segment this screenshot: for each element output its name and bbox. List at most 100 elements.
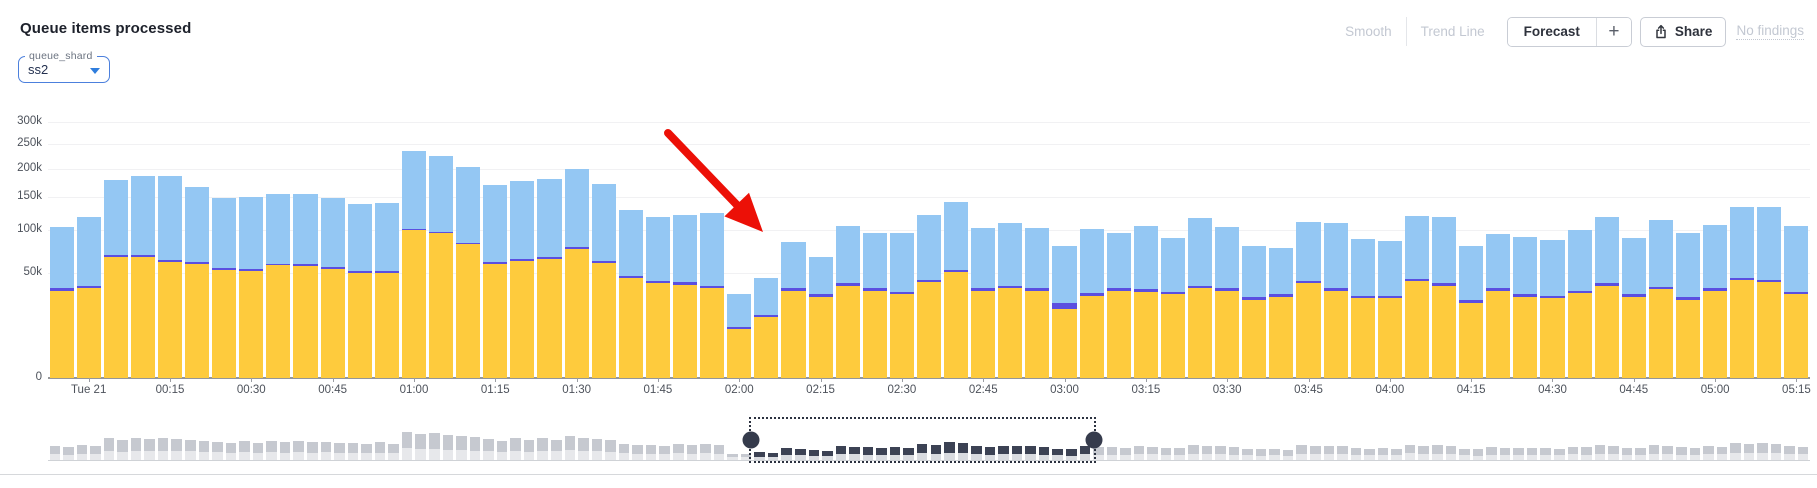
bar[interactable] (374, 203, 399, 378)
bar[interactable] (1215, 227, 1240, 378)
yellow-segment (1215, 290, 1240, 378)
bar[interactable] (1323, 222, 1348, 378)
bar[interactable] (808, 257, 833, 378)
bar[interactable] (591, 183, 616, 378)
bar[interactable] (645, 216, 670, 378)
yellow-segment (1594, 285, 1619, 378)
bar[interactable] (1242, 245, 1267, 378)
scrubber-bar (1011, 446, 1023, 460)
bar[interactable] (185, 187, 210, 378)
bar[interactable] (971, 228, 996, 378)
bar[interactable] (1784, 225, 1809, 378)
purple-segment (1079, 293, 1104, 296)
scrubber-bar (1621, 447, 1633, 460)
bar[interactable] (1350, 239, 1375, 378)
bar[interactable] (889, 233, 914, 378)
x-axis-tick-label: 05:15 (1782, 384, 1811, 396)
bar[interactable] (1377, 240, 1402, 378)
bar[interactable] (1160, 237, 1185, 378)
x-axis-tick-label: 04:45 (1619, 384, 1649, 396)
bar[interactable] (618, 210, 643, 378)
trend-line-button[interactable]: Trend Line (1407, 17, 1499, 46)
bar[interactable] (157, 175, 183, 378)
bar[interactable] (1730, 206, 1755, 378)
bar[interactable] (320, 198, 345, 378)
bar[interactable] (49, 227, 74, 378)
bar[interactable] (239, 196, 264, 378)
bar[interactable] (510, 180, 535, 378)
scrubber-selection[interactable] (742, 417, 1103, 463)
selection-right-handle[interactable] (1085, 431, 1103, 449)
bar[interactable] (727, 294, 752, 378)
purple-segment (564, 247, 589, 250)
scrubber-bar (76, 444, 88, 460)
blue-segment (1215, 227, 1240, 289)
bar[interactable] (1703, 225, 1728, 378)
bar[interactable] (1296, 222, 1321, 378)
yellow-segment (1242, 299, 1267, 378)
bar[interactable] (1594, 216, 1619, 378)
bar[interactable] (1431, 216, 1457, 378)
scrubber-bar (239, 441, 250, 460)
add-overlay-button[interactable]: + (1596, 17, 1631, 46)
queue-shard-dropdown[interactable]: queue_shard ss2 (18, 50, 110, 83)
blue-segment (537, 179, 562, 258)
bar[interactable] (1025, 228, 1050, 378)
bar[interactable] (1079, 228, 1104, 378)
x-axis-tick-label: 03:15 (1131, 384, 1161, 396)
bar[interactable] (1757, 206, 1782, 378)
bar[interactable] (1540, 240, 1565, 378)
bar[interactable] (835, 225, 860, 378)
no-findings-status[interactable]: No findings (1736, 23, 1804, 40)
bar[interactable] (781, 241, 806, 378)
scrubber-bar (1391, 448, 1402, 460)
bar[interactable] (998, 222, 1023, 378)
yellow-segment (49, 290, 74, 378)
bar[interactable] (293, 194, 318, 378)
bar[interactable] (76, 216, 101, 378)
bar[interactable] (564, 168, 589, 378)
bar[interactable] (1567, 230, 1592, 378)
bar[interactable] (483, 184, 508, 378)
bar[interactable] (862, 233, 887, 378)
selection-left-handle[interactable] (742, 431, 760, 449)
bar[interactable] (401, 150, 426, 378)
bar[interactable] (1675, 233, 1701, 378)
bar[interactable] (1459, 245, 1484, 378)
bar[interactable] (1269, 248, 1294, 378)
share-button[interactable]: Share (1639, 16, 1727, 47)
bar[interactable] (1133, 225, 1158, 378)
bar[interactable] (916, 214, 942, 378)
bar[interactable] (700, 212, 725, 378)
bar[interactable] (1188, 218, 1213, 378)
bar[interactable] (429, 155, 454, 378)
scrubber-bar (1120, 447, 1131, 460)
bar[interactable] (456, 166, 481, 378)
bar[interactable] (672, 214, 698, 378)
blue-segment (754, 277, 779, 316)
bar[interactable] (266, 194, 291, 378)
scrubber-bar (130, 437, 142, 460)
timeline-scrubber[interactable] (48, 417, 1810, 463)
bar[interactable] (944, 201, 969, 378)
smooth-button[interactable]: Smooth (1331, 17, 1406, 46)
bar[interactable] (1648, 220, 1673, 378)
bar[interactable] (537, 179, 562, 378)
bar[interactable] (754, 277, 779, 378)
blue-segment (76, 216, 101, 286)
scrubber-bar (1431, 444, 1443, 460)
bar[interactable] (347, 203, 372, 378)
bar[interactable] (1106, 233, 1131, 378)
purple-segment (1377, 295, 1402, 299)
bar[interactable] (212, 198, 237, 378)
x-axis-tick-label: 03:30 (1212, 384, 1242, 396)
bar[interactable] (1513, 237, 1538, 378)
bar[interactable] (1052, 245, 1077, 378)
bar[interactable] (1621, 237, 1646, 378)
bar[interactable] (1404, 216, 1429, 378)
bar[interactable] (1486, 233, 1511, 378)
bar[interactable] (130, 175, 155, 378)
x-axis-tick-label: 03:00 (1050, 384, 1079, 396)
bar[interactable] (103, 180, 128, 378)
forecast-button[interactable]: Forecast (1507, 17, 1596, 46)
